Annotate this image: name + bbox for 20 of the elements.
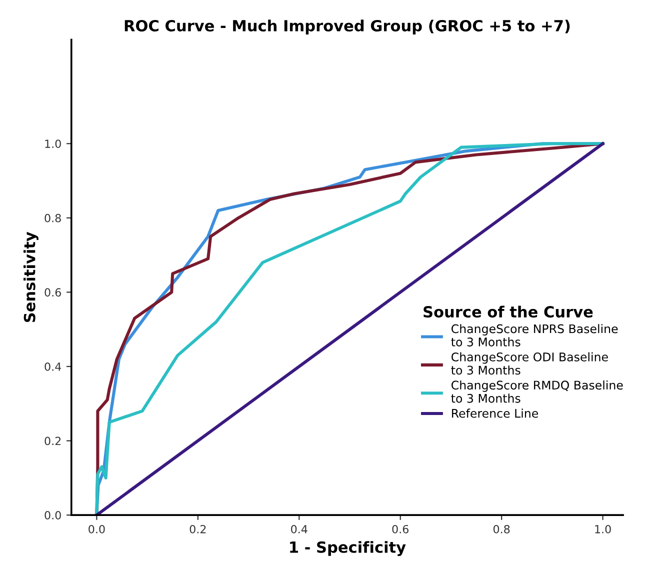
- legend-label: Reference Line: [452, 408, 538, 418]
- x-tick-label: 0.8: [493, 524, 510, 534]
- chart-title: ROC Curve - Much Improved Group (GROC +5 to +7): [124, 20, 570, 34]
- x-tick-label: 0.0: [88, 524, 105, 534]
- x-tick-label: 1.0: [595, 524, 611, 534]
- x-axis-title: 1 - Specificity: [290, 541, 406, 556]
- y-tick-label: 1.0: [45, 140, 61, 148]
- y-tick-label: 0.2: [44, 436, 61, 446]
- y-tick-label: 0.6: [44, 288, 61, 297]
- legend-label: ChangeScore ODI Baseline to 3 Months: [451, 352, 608, 375]
- legend-label: ChangeScore NPRS Baseline to 3 Months: [451, 324, 618, 346]
- y-tick-label: 0.8: [44, 214, 61, 222]
- x-tick-label: 0.2: [190, 524, 206, 534]
- legend-label: ChangeScore RMDQ Baseline to 3 Months: [451, 380, 623, 403]
- y-axis-title: Sensitivity: [24, 232, 38, 322]
- legend-title: Source of the Curve: [424, 306, 593, 318]
- x-tick-label: 0.4: [291, 524, 308, 534]
- y-tick-label: 0.4: [44, 362, 62, 371]
- x-tick-label: 0.6: [392, 524, 408, 534]
- y-tick-label: 0.0: [44, 511, 61, 520]
